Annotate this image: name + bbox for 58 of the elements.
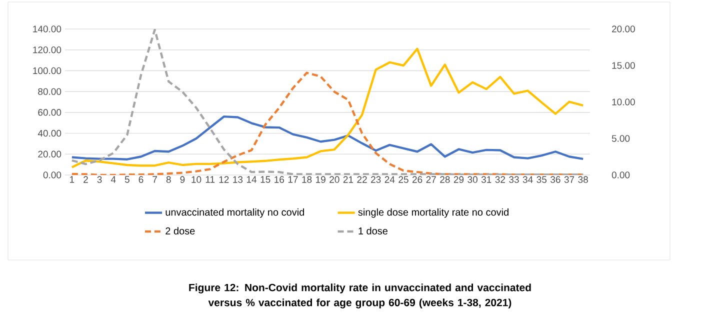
x-tick-label: 3 bbox=[97, 176, 102, 183]
x-tick-label: 2 bbox=[84, 176, 88, 183]
legend-label: 1 dose bbox=[358, 227, 388, 234]
x-tick-label: 7 bbox=[152, 176, 157, 183]
legend-label: single dose mortality rate no covid bbox=[358, 208, 508, 218]
y-tick-label: 80.00 bbox=[38, 88, 62, 95]
y2-tick-label: 20.00 bbox=[612, 26, 635, 32]
x-tick-label: 5 bbox=[124, 176, 130, 183]
x-tick-label: 8 bbox=[166, 176, 171, 183]
x-tick-label: 14 bbox=[246, 176, 257, 183]
x-tick-label: 20 bbox=[330, 176, 340, 183]
x-tick-label: 11 bbox=[206, 176, 215, 183]
x-tick-label: 23 bbox=[371, 176, 381, 183]
x-tick-label: 17 bbox=[288, 176, 298, 183]
x-tick-label: 1 bbox=[70, 176, 74, 183]
y-tick-label: 0.00 bbox=[43, 172, 62, 178]
x-tick-label: 34 bbox=[522, 176, 533, 183]
x-tick-label: 21 bbox=[343, 176, 354, 183]
x-tick-label: 16 bbox=[274, 176, 284, 183]
y2-tick-label: 0.00 bbox=[612, 172, 630, 178]
y-tick-label: 20.00 bbox=[38, 150, 62, 158]
x-tick-label: 6 bbox=[138, 176, 144, 183]
x-tick-label: 30 bbox=[468, 176, 478, 183]
x-tick-label: 24 bbox=[384, 176, 395, 183]
x-tick-label: 29 bbox=[454, 176, 464, 183]
y-tick-label: 60.00 bbox=[38, 109, 62, 116]
x-tick-label: 28 bbox=[440, 176, 450, 183]
line-series bbox=[70, 48, 584, 168]
x-tick-label: 32 bbox=[495, 176, 506, 183]
x-tick-label: 10 bbox=[192, 176, 202, 183]
x-tick-label: 22 bbox=[357, 176, 367, 183]
x-tick-label: 33 bbox=[509, 176, 519, 183]
x-tick-label: 19 bbox=[316, 176, 326, 183]
x-tick-label: 36 bbox=[550, 176, 560, 183]
y-tick-label: 120.00 bbox=[33, 46, 62, 54]
x-tick-label: 4 bbox=[110, 176, 116, 183]
x-tick-label: 35 bbox=[536, 176, 547, 183]
y-tick-label: 140.00 bbox=[33, 26, 62, 32]
text: Figure 12: Non-Covid mortality rate in unvaccinated and vaccinated versus % vaccinated for age group 60-69 (weeks 1-38, 2021) bbox=[189, 284, 531, 308]
x-tick-label: 26 bbox=[412, 176, 422, 183]
legend-label: 2 dose bbox=[166, 227, 195, 234]
y-tick-label: 40.00 bbox=[38, 130, 62, 137]
x-tick-label: 25 bbox=[398, 176, 408, 183]
y2-tick-label: 5.00 bbox=[612, 135, 630, 142]
y2-tick-label: 10.00 bbox=[612, 98, 635, 106]
x-tick-label: 12 bbox=[219, 176, 229, 183]
legend-label: unvaccinated mortality no covid bbox=[166, 208, 304, 218]
y-tick-label: 100.00 bbox=[33, 67, 62, 74]
x-tick-label: 15 bbox=[260, 176, 270, 183]
x-tick-label: 9 bbox=[180, 176, 185, 183]
x-tick-label: 38 bbox=[578, 176, 588, 183]
x-tick-label: 37 bbox=[564, 176, 574, 183]
line-series bbox=[70, 115, 584, 160]
y2-tick-label: 15.00 bbox=[612, 62, 635, 69]
x-tick-label: 18 bbox=[302, 176, 312, 183]
x-tick-label: 31 bbox=[481, 176, 492, 183]
x-tick-label: 27 bbox=[426, 176, 436, 183]
x-tick-label: 13 bbox=[233, 176, 243, 183]
